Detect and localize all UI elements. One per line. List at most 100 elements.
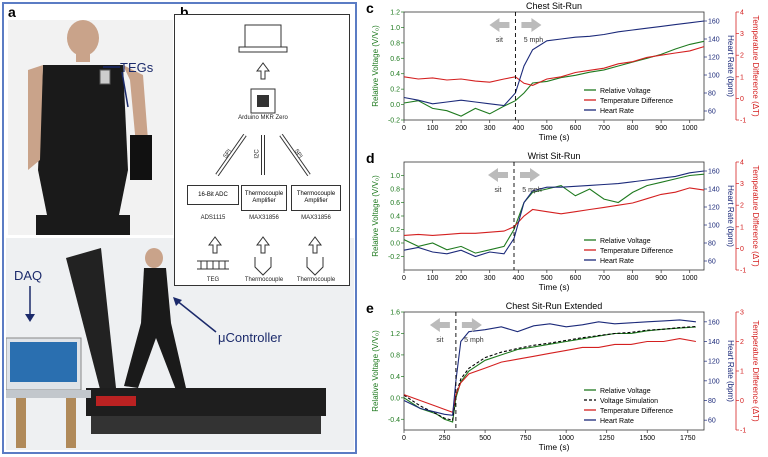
x-tick-label: 0 (402, 125, 406, 132)
panel-letter-b: b (180, 4, 189, 20)
x-tick-label: 1000 (682, 125, 698, 132)
thermocouple-icon-1 (254, 257, 272, 276)
y-temp-tick-label: 2 (740, 53, 744, 60)
legend-label: Temperature Difference (600, 98, 673, 105)
sit-label: sit (496, 37, 503, 44)
tegs-arrows (103, 66, 129, 108)
y-hr-tick-label: 60 (708, 109, 716, 116)
y-left-tick-label: -0.2 (388, 118, 400, 125)
y-hr-tick-label: 80 (708, 91, 716, 98)
x-tick-label: 400 (512, 125, 524, 132)
y-hr-tick-label: 160 (708, 169, 720, 176)
y-left-tick-label: 0.2 (390, 87, 400, 94)
series-line-relative-voltage (403, 326, 696, 423)
x-tick-label: 200 (455, 275, 467, 282)
y-left-tick-label: 1.2 (390, 10, 400, 17)
x-tick-label: 800 (627, 125, 639, 132)
y-hr-tick-label: 140 (708, 187, 720, 194)
series-line-temperature-difference (403, 46, 705, 86)
legend-label: Heart Rate (600, 418, 634, 425)
x-tick-label: 0 (402, 275, 406, 282)
legend-label: Heart Rate (600, 258, 634, 265)
y-left-tick-label: -0.4 (388, 417, 400, 424)
x-axis-label: Time (s) (539, 282, 570, 292)
mcu-label: Arduino MKR Zero (238, 115, 288, 121)
x-tick-label: 1250 (599, 435, 615, 442)
x-tick-label: 500 (541, 275, 553, 282)
legend-label: Heart Rate (600, 108, 634, 115)
y-temp-tick-label: 0 (740, 398, 744, 405)
y-temp-tick-label: -1 (740, 268, 746, 275)
run-arrow (520, 168, 540, 182)
x-tick-label: 500 (479, 435, 491, 442)
y-temp-axis-label: Temperature Difference (ΔT) (751, 320, 760, 422)
y-hr-tick-label: 160 (708, 19, 720, 26)
legend-label: Temperature Difference (600, 408, 673, 415)
x-axis-label: Time (s) (539, 132, 570, 142)
chart-title: Wrist Sit-Run (528, 151, 581, 161)
amp2-box: Thermocouple Amplifier (291, 185, 341, 211)
block-diagram-drawing (197, 24, 324, 276)
controller-label: μController (218, 330, 282, 345)
y-hr-tick-label: 100 (708, 73, 720, 80)
panel-letter-e: e (366, 300, 374, 316)
controller-arrow (173, 297, 217, 333)
y-temp-tick-label: 0 (740, 96, 744, 103)
y-left-tick-label: 0.8 (390, 40, 400, 47)
run-arrow (521, 18, 542, 32)
y-left-tick-label: 0.6 (390, 56, 400, 63)
x-tick-label: 300 (484, 275, 496, 282)
y-temp-tick-label: 1 (740, 74, 744, 81)
series-line-heart-rate (403, 20, 705, 107)
series-line-voltage-simulation (403, 325, 696, 421)
x-axis-label: Time (s) (539, 442, 570, 452)
daq-arrow (25, 286, 35, 322)
i2c-label: I2C (254, 149, 261, 159)
y-left-tick-label: 0.0 (390, 395, 400, 402)
y-hr-tick-label: 60 (708, 259, 716, 266)
x-tick-label: 900 (655, 275, 667, 282)
x-tick-label: 1500 (639, 435, 655, 442)
y-temp-axis-label: Temperature Difference (ΔT) (751, 15, 760, 117)
y-hr-tick-label: 120 (708, 205, 720, 212)
x-tick-label: 1000 (558, 435, 574, 442)
tc2-label: Thermocouple (296, 277, 336, 283)
x-tick-label: 400 (512, 275, 524, 282)
x-tick-label: 0 (402, 435, 406, 442)
y-left-axis-label: Relative Voltage (V/V₀) (371, 175, 380, 257)
y-hr-tick-label: 140 (708, 339, 720, 346)
y-left-tick-label: 1.6 (390, 310, 400, 317)
adc-chip-label: ADS1115 (200, 215, 226, 221)
y-left-tick-label: 0.0 (390, 241, 400, 248)
y-left-tick-label: 0.4 (390, 71, 400, 78)
sit-arrow (488, 168, 508, 182)
block-diagram: Arduino MKR Zero SPI I2C SPI 16-Bit ADC … (174, 14, 350, 286)
legend-label: Relative Voltage (600, 238, 651, 245)
sit-arrow (489, 18, 510, 32)
y-temp-axis-label: Temperature Difference (ΔT) (751, 165, 760, 267)
x-tick-label: 900 (655, 125, 667, 132)
x-tick-label: 600 (570, 125, 582, 132)
y-left-tick-label: 1.2 (390, 331, 400, 338)
y-hr-tick-label: 100 (708, 378, 720, 385)
legend-label: Temperature Difference (600, 248, 673, 255)
series-line-heart-rate (403, 319, 696, 416)
run-label: 5 mph (522, 187, 542, 194)
y-temp-tick-label: -1 (740, 428, 746, 435)
panel-letter-c: c (366, 0, 374, 16)
y-temp-tick-label: 2 (740, 339, 744, 346)
teg-icon (197, 260, 229, 270)
series-line-temperature-difference (403, 187, 705, 236)
left-figure-frame (2, 2, 357, 454)
x-tick-label: 300 (484, 125, 496, 132)
legend-label: Voltage Simulation (600, 398, 658, 405)
x-tick-label: 500 (541, 125, 553, 132)
x-tick-label: 250 (439, 435, 451, 442)
y-hr-tick-label: 120 (708, 359, 720, 366)
series-line-relative-voltage (403, 173, 705, 254)
x-tick-label: 700 (598, 275, 610, 282)
